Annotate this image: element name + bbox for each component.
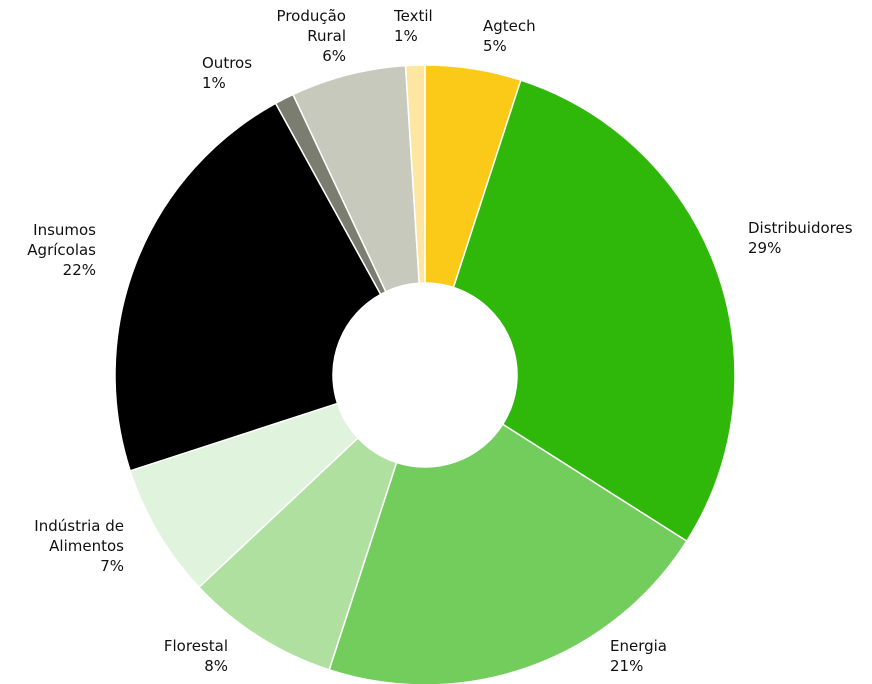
slice-label: Outros 1% — [202, 53, 282, 93]
value-label: 6% — [322, 47, 346, 65]
value-label: 7% — [100, 557, 124, 575]
value-label: 5% — [483, 37, 507, 55]
slice-label: Distribuidores 29% — [748, 218, 872, 258]
slice-label: Produção Rural 6% — [251, 6, 346, 66]
slice — [114, 102, 382, 472]
slice — [328, 423, 688, 684]
slice — [452, 79, 736, 543]
slice — [197, 436, 398, 671]
value-label: 22% — [62, 261, 96, 279]
slice-label: Insumos Agrícolas 22% — [1, 220, 96, 280]
category-name: Outros — [202, 54, 253, 72]
category-name: Insumos Agrícolas — [27, 221, 96, 259]
category-name: Produção Rural — [276, 7, 346, 45]
value-label: 8% — [204, 657, 228, 675]
category-name: Textil — [394, 7, 433, 25]
category-name: Distribuidores — [748, 219, 853, 237]
value-label: 1% — [394, 27, 418, 45]
value-label: 29% — [748, 239, 782, 257]
slice-label: Agtech 5% — [483, 16, 603, 56]
value-label: 1% — [202, 74, 226, 92]
category-name: Agtech — [483, 17, 536, 35]
slice-label: Energia 21% — [610, 636, 710, 676]
value-label: 21% — [610, 657, 644, 675]
category-name: Indústria de Alimentos — [34, 517, 124, 555]
category-name: Florestal — [163, 637, 228, 655]
category-name: Energia — [610, 637, 667, 655]
slice-label: Indústria de Alimentos 7% — [4, 516, 124, 576]
slice-label: Textil 1% — [394, 6, 454, 46]
slice-label: Florestal 8% — [128, 636, 228, 676]
slice — [404, 64, 426, 284]
